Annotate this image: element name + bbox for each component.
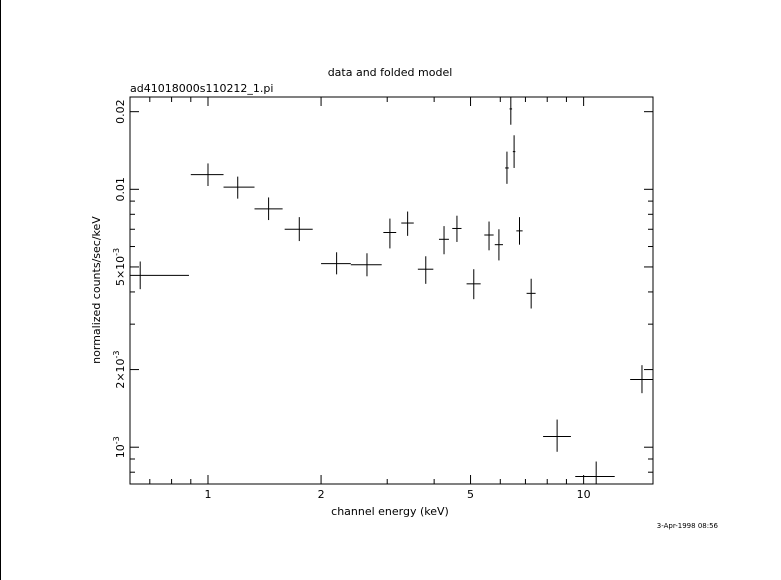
plot-frame [129,96,654,485]
data-point [452,215,462,242]
y-tick-label: 0.01 [114,177,127,202]
data-point [630,365,653,394]
data-point [512,135,516,168]
data-point [321,252,351,275]
data-point [130,261,189,290]
timestamp: 3-Apr-1998 08:56 [657,522,719,530]
x-tick-label: 1 [204,488,211,501]
window-edge [0,0,1,580]
data-point [350,253,382,277]
data-point [484,221,494,251]
data-point [190,163,224,186]
y-tick-label: 10-3 [112,436,127,458]
y-axis-ticks: 10-3 2×10-3 5×10-3 0.01 0.02 [112,99,653,473]
x-tick-label: 2 [318,488,325,501]
data-point [438,226,449,255]
y-tick-label: 2×10-3 [112,350,127,388]
data-point [509,97,513,125]
data-point [466,269,481,300]
chart-subtitle: ad41018000s110212_1.pi [130,82,273,95]
chart-title: data and folded model [328,66,453,79]
data-point [401,211,414,236]
data-point [223,176,255,199]
x-tick-label: 5 [467,488,474,501]
y-tick-label: 0.02 [114,99,127,124]
data-point [284,217,313,242]
data-point [417,256,434,284]
x-axis-label: channel energy (keV) [331,505,449,518]
y-axis-label: normalized counts/sec/keV [90,216,103,364]
data-point [494,229,503,261]
data-point [575,461,615,484]
data-point [516,217,523,245]
x-axis-ticks: 1 2 5 10 [149,97,591,501]
x-tick-label: 10 [577,488,591,501]
data-point [254,197,283,221]
data-points [130,97,653,484]
data-point [383,218,397,249]
y-tick-label: 5×10-3 [112,248,127,286]
data-point [526,278,536,309]
data-point [543,419,571,452]
data-point [505,151,509,184]
